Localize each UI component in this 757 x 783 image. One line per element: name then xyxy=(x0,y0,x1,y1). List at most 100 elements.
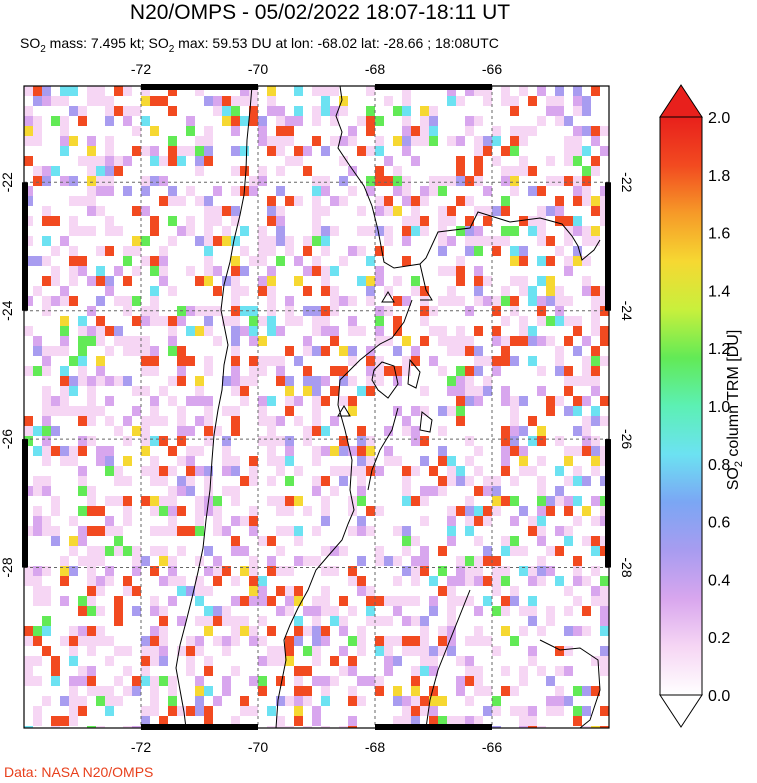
so2-pixel xyxy=(348,466,357,476)
so2-pixel xyxy=(294,526,303,536)
so2-pixel xyxy=(456,166,465,176)
so2-pixel xyxy=(573,566,582,576)
so2-pixel xyxy=(519,446,528,456)
so2-pixel xyxy=(474,176,483,186)
so2-pixel xyxy=(258,366,267,376)
so2-pixel xyxy=(564,156,573,166)
so2-pixel xyxy=(357,116,366,126)
so2-pixel xyxy=(258,596,267,606)
so2-pixel xyxy=(150,596,159,606)
so2-pixel xyxy=(393,316,402,326)
so2-pixel xyxy=(546,156,555,166)
so2-pixel xyxy=(204,486,213,496)
so2-pixel xyxy=(537,456,546,466)
so2-pixel xyxy=(303,696,312,706)
so2-pixel xyxy=(474,516,483,526)
so2-pixel xyxy=(438,266,447,276)
so2-pixel xyxy=(384,656,393,666)
so2-pixel xyxy=(573,136,582,146)
so2-pixel xyxy=(168,466,177,476)
so2-pixel xyxy=(564,536,573,546)
so2-pixel xyxy=(510,536,519,546)
so2-pixel xyxy=(600,446,609,456)
so2-pixel xyxy=(204,506,213,516)
so2-pixel xyxy=(168,556,177,566)
so2-pixel xyxy=(591,136,600,146)
so2-pixel xyxy=(555,206,564,216)
frame-bar-right xyxy=(605,182,611,311)
so2-pixel xyxy=(276,586,285,596)
so2-pixel xyxy=(420,186,429,196)
so2-pixel xyxy=(393,576,402,586)
so2-pixel xyxy=(411,356,420,366)
so2-pixel xyxy=(456,266,465,276)
so2-pixel xyxy=(456,676,465,686)
so2-pixel xyxy=(600,306,609,316)
so2-pixel xyxy=(321,246,330,256)
so2-pixel xyxy=(231,496,240,506)
so2-pixel xyxy=(141,556,150,566)
so2-pixel xyxy=(168,576,177,586)
so2-pixel xyxy=(294,156,303,166)
so2-pixel xyxy=(24,676,33,686)
so2-pixel xyxy=(186,126,195,136)
so2-pixel xyxy=(132,126,141,136)
so2-pixel xyxy=(591,166,600,176)
so2-pixel xyxy=(591,586,600,596)
so2-pixel xyxy=(132,676,141,686)
so2-pixel xyxy=(141,446,150,456)
so2-pixel xyxy=(69,196,78,206)
so2-pixel xyxy=(573,466,582,476)
so2-pixel xyxy=(87,226,96,236)
so2-pixel xyxy=(78,156,87,166)
so2-pixel xyxy=(150,296,159,306)
so2-pixel xyxy=(96,86,105,96)
so2-pixel xyxy=(366,526,375,536)
so2-pixel xyxy=(60,366,69,376)
so2-pixel xyxy=(105,636,114,646)
so2-pixel xyxy=(87,146,96,156)
so2-pixel xyxy=(447,466,456,476)
lon-label-bottom: -70 xyxy=(248,739,268,755)
so2-pixel xyxy=(555,666,564,676)
so2-pixel xyxy=(483,556,492,566)
so2-pixel xyxy=(384,666,393,676)
so2-pixel xyxy=(465,246,474,256)
so2-pixel xyxy=(177,226,186,236)
so2-pixel xyxy=(483,86,492,96)
so2-pixel xyxy=(276,716,285,726)
so2-pixel xyxy=(195,446,204,456)
so2-pixel xyxy=(339,546,348,556)
so2-pixel xyxy=(204,406,213,416)
so2-pixel xyxy=(204,426,213,436)
so2-pixel xyxy=(429,106,438,116)
so2-pixel xyxy=(42,206,51,216)
so2-pixel xyxy=(204,276,213,286)
so2-pixel xyxy=(582,686,591,696)
so2-pixel xyxy=(519,126,528,136)
so2-pixel xyxy=(69,706,78,716)
so2-pixel xyxy=(177,476,186,486)
so2-pixel xyxy=(231,716,240,726)
so2-pixel xyxy=(195,386,204,396)
so2-pixel xyxy=(501,686,510,696)
so2-pixel xyxy=(456,716,465,726)
so2-pixel xyxy=(321,186,330,196)
so2-pixel xyxy=(105,186,114,196)
so2-pixel xyxy=(438,366,447,376)
so2-pixel xyxy=(312,716,321,726)
so2-pixel xyxy=(402,696,411,706)
so2-pixel xyxy=(312,86,321,96)
so2-pixel xyxy=(267,446,276,456)
so2-pixel xyxy=(186,586,195,596)
so2-pixel xyxy=(357,486,366,496)
so2-pixel xyxy=(141,676,150,686)
so2-pixel xyxy=(366,356,375,366)
so2-pixel xyxy=(267,316,276,326)
so2-pixel xyxy=(141,86,150,96)
so2-pixel xyxy=(366,86,375,96)
so2-pixel xyxy=(204,706,213,716)
so2-pixel xyxy=(510,496,519,506)
so2-pixel xyxy=(393,346,402,356)
so2-pixel xyxy=(591,156,600,166)
